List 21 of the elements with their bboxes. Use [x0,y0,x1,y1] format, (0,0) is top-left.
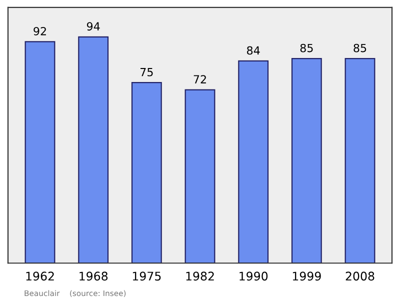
bar [184,89,216,264]
x-tick-label: 1999 [292,272,321,281]
data-label: 72 [194,75,206,84]
data-label: 85 [300,44,313,52]
bar [344,58,376,264]
bar [24,41,56,264]
data-label: 94 [86,22,100,31]
bar [291,58,322,264]
data-label: 75 [140,68,153,76]
x-tick-label: 1990 [240,272,268,281]
bar [238,60,269,264]
data-label: 92 [34,26,46,36]
data-label: 84 [247,46,260,55]
x-tick-label: 2008 [346,272,374,281]
x-tick-label: 1962 [26,272,54,281]
x-tick-label: 1968 [80,272,108,281]
x-tick-label: 1975 [132,272,161,281]
data-label: 85 [354,44,366,52]
bar [78,36,109,264]
x-tick-label: 1982 [186,272,214,281]
bar [131,82,162,264]
